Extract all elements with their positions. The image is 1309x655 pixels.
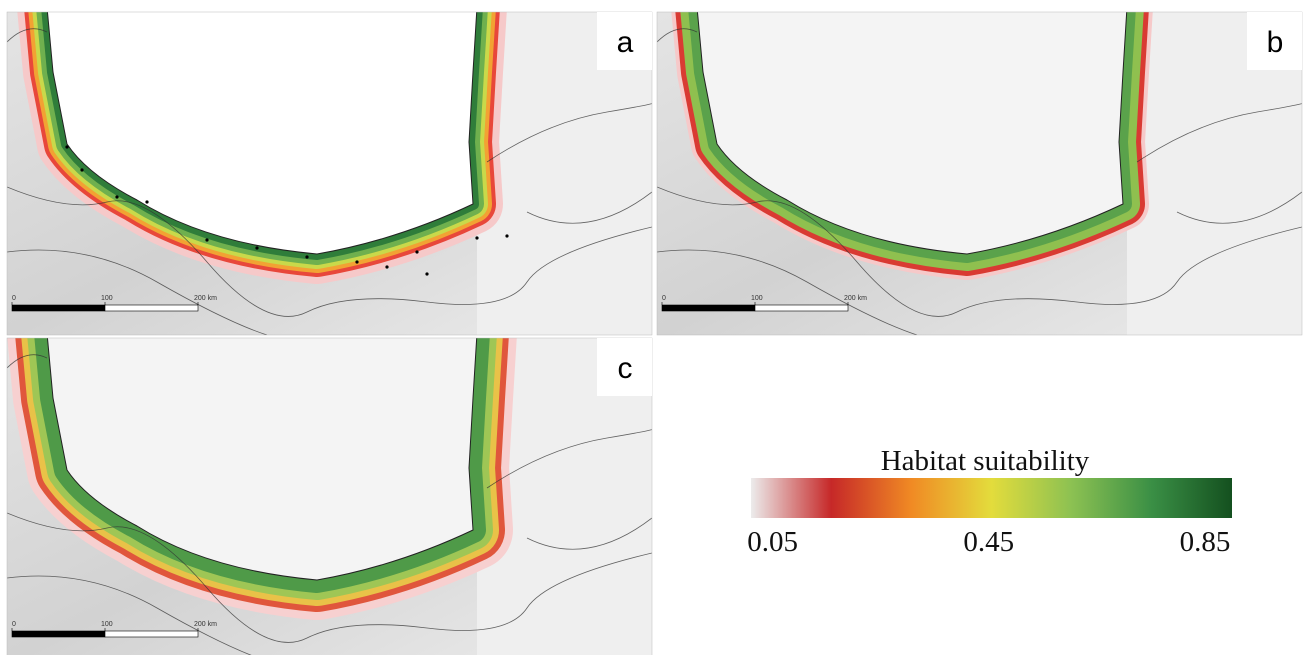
occurrence-point: [80, 168, 83, 171]
scale-label: 200 km: [194, 295, 217, 302]
occurrence-point: [115, 195, 118, 198]
scale-segment: [12, 305, 105, 311]
scale-segment: [105, 631, 198, 637]
scale-segment: [755, 305, 848, 311]
map-content: [7, 7, 655, 335]
scale-segment: [105, 305, 198, 311]
occurrence-point: [255, 246, 258, 249]
legend-title: Habitat suitability: [881, 445, 1090, 477]
occurrence-point: [65, 145, 68, 148]
legend-tick: 0.05: [747, 526, 798, 558]
legend-tick: 0.45: [963, 526, 1014, 558]
page: {"panels": [ {"label": "a", "scale_bar":…: [0, 0, 1309, 655]
occurrence-point: [145, 200, 148, 203]
occurrence-point: [205, 238, 208, 241]
occurrence-point: [415, 250, 418, 253]
occurrence-point: [355, 260, 358, 263]
legend: Habitat suitability 0.05 0.45 0.85: [747, 445, 1232, 558]
map-panel: b 0 100 200 km: [657, 7, 1305, 335]
scale-label: 0: [662, 295, 666, 302]
scale-label: 0: [12, 295, 16, 302]
occurrence-point: [425, 272, 428, 275]
map-panel: a 0 100 200 km: [7, 7, 655, 335]
scale-label: 200 km: [194, 621, 217, 628]
panels: a 0 100 200 km b 0 100 200 km c 0 100 200 km: [7, 7, 1305, 655]
scale-segment: [12, 631, 105, 637]
legend-tick: 0.85: [1180, 526, 1231, 558]
occurrence-point: [385, 265, 388, 268]
occurrence-point: [475, 236, 478, 239]
occurrence-point: [505, 234, 508, 237]
panel-label: b: [1267, 26, 1284, 59]
scale-label: 200 km: [844, 295, 867, 302]
scale-label: 100: [751, 295, 763, 302]
scale-label: 100: [101, 621, 113, 628]
panel-label: c: [618, 352, 633, 385]
occurrence-point: [305, 255, 308, 258]
figure: a 0 100 200 km b 0 100 200 km c 0 100 200 km Habita…: [0, 0, 1309, 655]
body: a 0 100 200 km b 0 100 200 km c 0 100 200 km Habita…: [0, 0, 1309, 655]
scale-label: 0: [12, 621, 16, 628]
scale-label: 100: [101, 295, 113, 302]
map-panel: c 0 100 200 km: [7, 333, 655, 655]
color-bar: [751, 478, 1232, 518]
map-content: [7, 333, 655, 655]
panel-label: a: [617, 26, 634, 59]
map-content: [657, 7, 1305, 335]
scale-segment: [662, 305, 755, 311]
